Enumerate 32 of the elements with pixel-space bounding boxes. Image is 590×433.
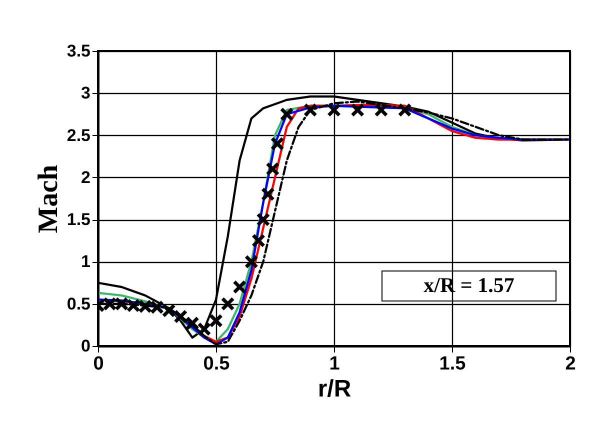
point: [256, 212, 270, 227]
x-axis-title: r/R: [318, 376, 352, 402]
x-tick-label: 1: [329, 354, 340, 374]
y-tick-label: 3.5: [66, 42, 90, 60]
y-tick-label: 0: [81, 336, 90, 356]
point: [266, 162, 280, 176]
x-tick-label: 0.5: [203, 354, 230, 374]
y-tick-label: 2: [81, 168, 90, 187]
x-tick-label: 2: [565, 354, 576, 374]
y-tick-label: 2.5: [66, 126, 90, 145]
point: [398, 103, 412, 117]
point: [244, 254, 258, 269]
point: [251, 234, 266, 248]
point: [303, 103, 318, 117]
point: [185, 316, 200, 330]
point: [350, 103, 365, 117]
point: [197, 322, 212, 336]
point: [260, 187, 275, 202]
y-tick-label: 3: [81, 84, 90, 103]
point: [220, 296, 235, 311]
y-tick-label: 0.5: [66, 294, 90, 314]
point: [374, 103, 388, 117]
y-axis-title: Mach: [32, 164, 64, 234]
x-tick-label: 1.5: [439, 354, 466, 374]
y-tick-label: 1.5: [66, 210, 90, 230]
point: [270, 136, 284, 151]
point: [232, 280, 247, 294]
point: [280, 107, 294, 122]
point: [209, 314, 223, 328]
point: [174, 310, 188, 324]
point: [327, 103, 341, 117]
y-tick-label: 1: [81, 252, 90, 272]
